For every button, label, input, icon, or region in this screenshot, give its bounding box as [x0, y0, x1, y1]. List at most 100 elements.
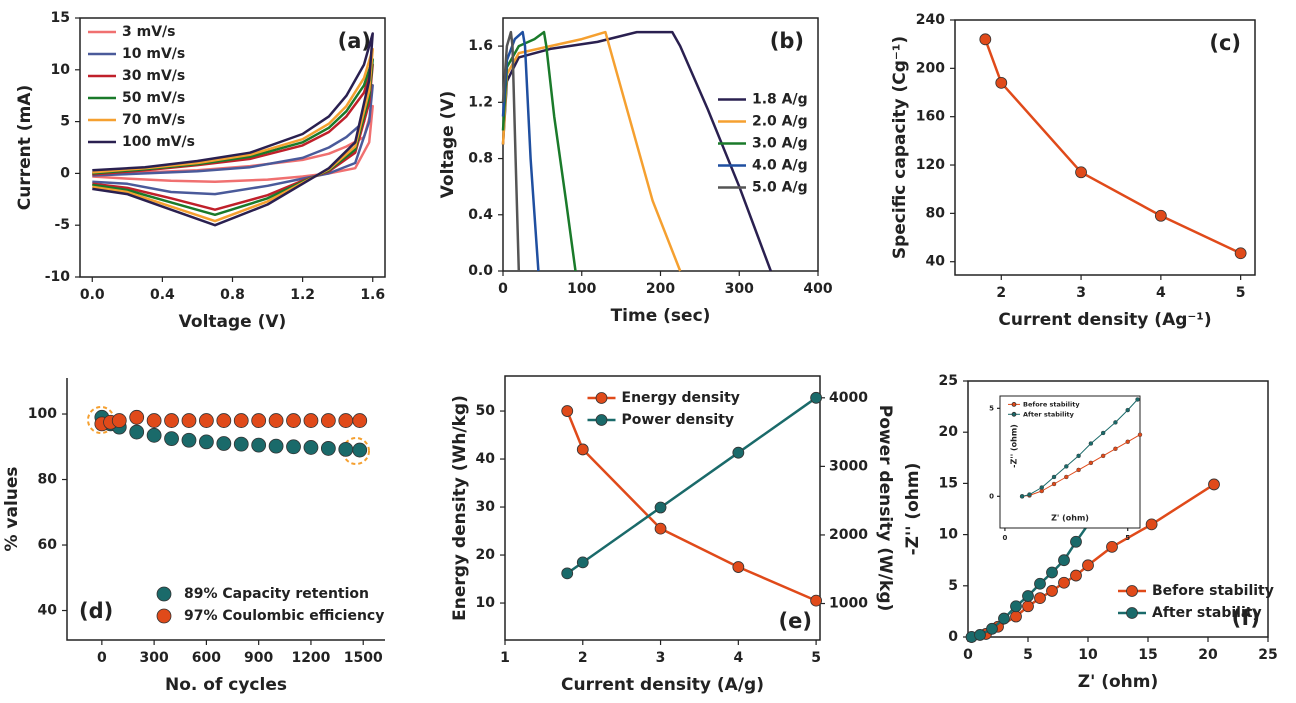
y-axis-label: % values [2, 466, 22, 551]
data-point [286, 413, 301, 428]
data-point [732, 561, 745, 573]
data-point [1064, 474, 1069, 480]
y-tick-label: 1.6 [468, 38, 493, 54]
data-point [1234, 247, 1247, 260]
data-point [320, 413, 336, 428]
y-tick-label: 15 [51, 10, 70, 26]
legend-label: 100 mV/s [122, 134, 195, 150]
y-tick-label: 0 [948, 629, 958, 645]
x-tick-label: 2 [578, 650, 588, 666]
data-point [1022, 590, 1034, 602]
x-tick-label: 300 [140, 650, 169, 666]
data-point [1088, 460, 1094, 466]
data-point [268, 413, 284, 428]
x-tick-label: 300 [725, 281, 754, 297]
x-tick-label: 4 [1156, 285, 1166, 301]
x-tick-label: 5 [1236, 285, 1246, 301]
legend-label: 30 mV/s [122, 68, 185, 84]
data-point [1046, 566, 1058, 579]
data-point [1106, 540, 1118, 553]
panel-label: (b) [770, 29, 804, 53]
x-tick-label: 0.0 [80, 287, 105, 303]
y-tick-label: 5 [948, 578, 958, 594]
series-line [92, 32, 374, 227]
data-point [1076, 467, 1081, 473]
legend-marker [156, 586, 172, 602]
x-tick-label: 3 [656, 650, 666, 666]
panel-label: (e) [779, 609, 812, 633]
x-tick-label: 1 [500, 650, 510, 666]
data-point [1145, 518, 1158, 531]
y-tick-label: 0.0 [468, 263, 493, 279]
y-axis-label: -Z'' (ohm) [903, 463, 923, 556]
legend-label: 10 mV/s [122, 46, 185, 62]
data-point [1088, 441, 1094, 446]
y-tick-label: 160 [916, 109, 945, 125]
data-point [1034, 592, 1046, 604]
data-point [1010, 600, 1022, 613]
axis-frame [66, 378, 385, 641]
x-tick-label: 1500 [344, 650, 383, 666]
data-point [129, 424, 145, 440]
data-point [810, 391, 823, 404]
y-tick-label: 0 [989, 492, 994, 500]
y-axis-label: Energy density (Wh/kg) [450, 395, 470, 621]
y-tick-label: 30 [476, 499, 496, 515]
data-point [654, 501, 667, 514]
legend-marker [1126, 607, 1138, 619]
y2-tick-label: 4000 [829, 390, 868, 406]
legend-marker [1126, 585, 1138, 597]
x-axis-label: No. of cycles [165, 675, 287, 695]
y-axis-label: Voltage (V) [438, 91, 458, 199]
legend-label: 70 mV/s [122, 112, 185, 128]
x-tick-label: 0 [97, 650, 107, 666]
legend-marker [156, 608, 172, 624]
data-point [164, 413, 179, 428]
data-point [1100, 430, 1106, 436]
x-tick-label: 900 [244, 650, 273, 666]
series-line [501, 30, 577, 272]
data-point [1113, 446, 1118, 451]
data-point [974, 629, 986, 641]
data-point [1034, 577, 1046, 590]
y-tick-label: 25 [939, 373, 958, 389]
data-point [1135, 397, 1140, 402]
x-tick-label: 100 [567, 281, 596, 297]
data-point [303, 440, 319, 455]
y-tick-label: 20 [476, 547, 496, 563]
y-tick-label: -10 [45, 269, 71, 285]
x-axis-label: Time (sec) [611, 306, 711, 326]
y-tick-label: 5 [989, 404, 994, 412]
y-tick-label: 200 [916, 60, 945, 76]
x-axis-label: Current density (A/g) [561, 675, 764, 695]
legend-label: 2.0 A/g [752, 114, 808, 130]
axis-frame [967, 380, 1269, 638]
legend-label: 5.0 A/g [752, 180, 808, 196]
x-tick-label: 0 [1002, 534, 1007, 542]
data-point [1046, 585, 1058, 597]
y-tick-label: 240 [916, 12, 945, 28]
y-tick-label: 0 [60, 165, 70, 181]
y-tick-label: 10 [476, 595, 496, 611]
y-tick-label: 20 [939, 424, 959, 440]
data-point [216, 413, 232, 428]
x-tick-label: 20 [1198, 647, 1218, 663]
data-point [111, 413, 127, 428]
data-point [1208, 478, 1220, 491]
x-tick-label: 15 [1138, 647, 1157, 663]
legend-label: After stability [1023, 410, 1075, 418]
series-line [501, 30, 772, 272]
data-point [1027, 492, 1032, 497]
data-point [233, 413, 249, 428]
x-tick-label: 1.6 [360, 287, 385, 303]
y-tick-label: 100 [28, 406, 57, 422]
inset-background [1000, 396, 1140, 528]
data-point [146, 427, 162, 443]
legend-label: 4.0 A/g [752, 158, 808, 174]
y-tick-label: 120 [916, 157, 945, 173]
x-tick-label: 0 [963, 647, 973, 663]
x-axis-label: Voltage (V) [179, 312, 287, 332]
data-point [1154, 209, 1167, 222]
legend-label: 3.0 A/g [752, 136, 808, 152]
